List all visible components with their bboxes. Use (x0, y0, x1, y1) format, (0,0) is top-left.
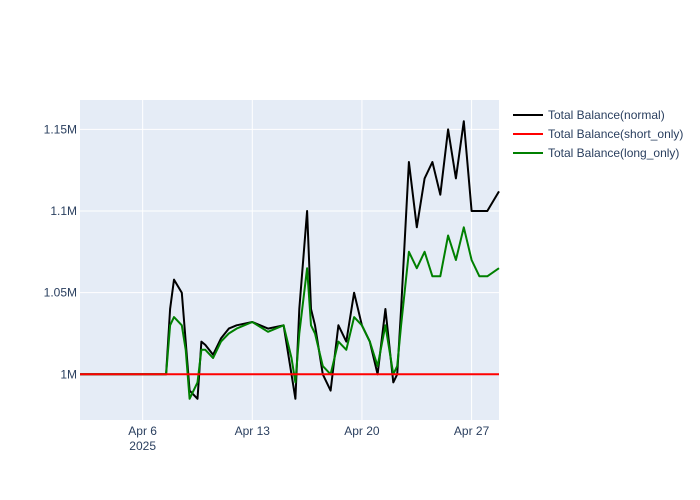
grid (80, 100, 499, 420)
legend-label: Total Balance(short_only) (548, 127, 683, 141)
y-tick-label: 1.1M (50, 204, 77, 218)
x-tick-label: Apr 6 (128, 424, 157, 438)
x-tick-label: Apr 27 (454, 424, 490, 438)
legend-item-2[interactable]: Total Balance(short_only) (513, 127, 683, 141)
y-tick-label: 1.05M (44, 286, 77, 300)
x-tick-label: Apr 13 (235, 424, 271, 438)
legend-item-3[interactable]: Total Balance(long_only) (513, 146, 679, 160)
y-tick-label: 1.15M (44, 122, 77, 136)
legend[interactable]: Total Balance(normal) Total Balance(short… (513, 108, 683, 160)
y-axis-ticks: 1M 1.05M 1.1M 1.15M (44, 122, 77, 381)
x-tick-year-label: 2025 (129, 439, 156, 453)
legend-label: Total Balance(normal) (548, 108, 665, 122)
series-line-3 (80, 226, 500, 400)
y-tick-label: 1M (60, 367, 77, 381)
legend-label: Total Balance(long_only) (548, 146, 679, 160)
x-tick-label: Apr 20 (344, 424, 380, 438)
legend-item-1[interactable]: Total Balance(normal) (513, 108, 665, 122)
series-lines (80, 120, 500, 400)
